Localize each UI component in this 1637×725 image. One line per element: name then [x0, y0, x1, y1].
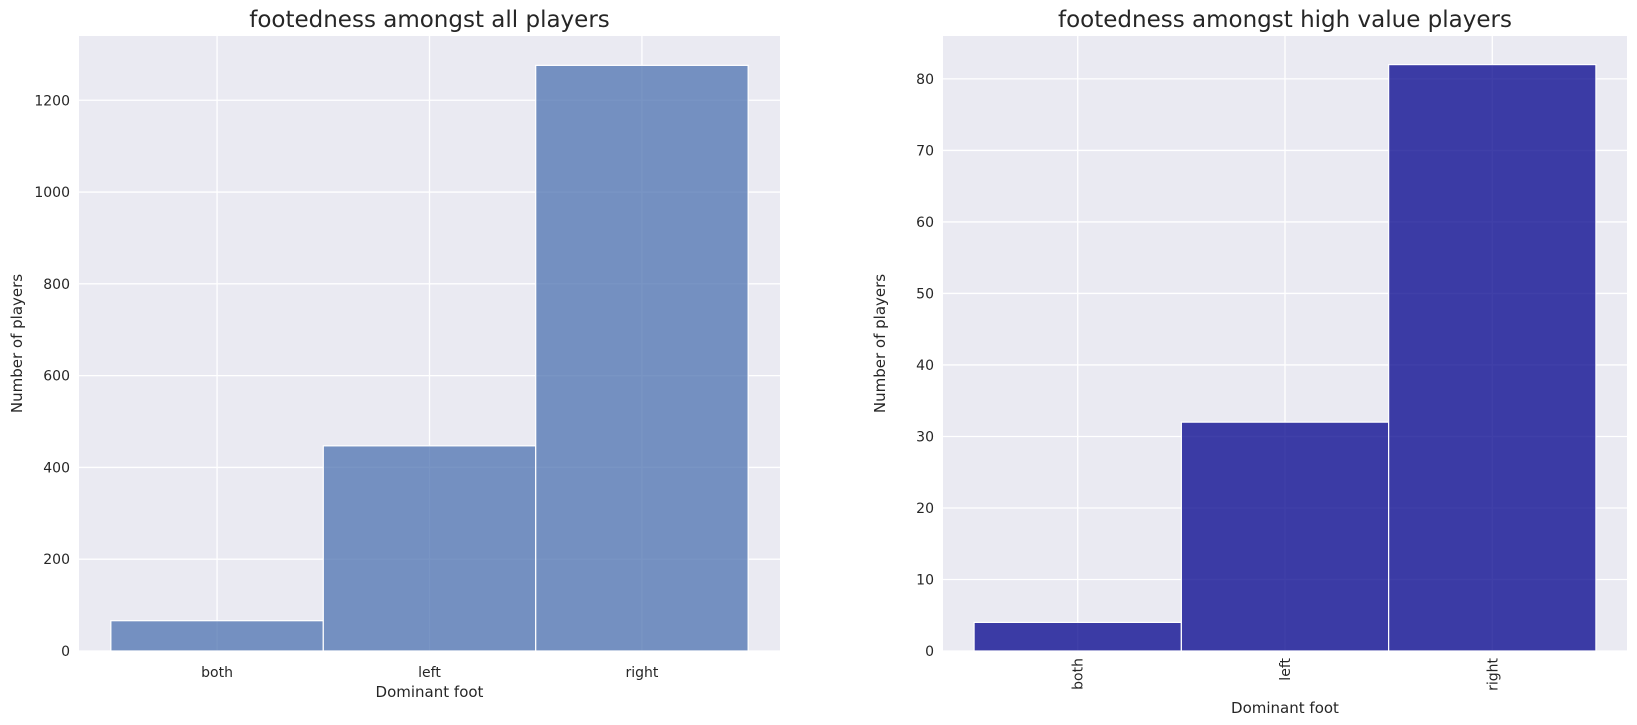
x-axis-label: Dominant foot: [1231, 699, 1339, 717]
chart-title: footedness amongst high value players: [1058, 7, 1512, 33]
y-tick-label: 20: [916, 501, 934, 517]
y-tick-label: 600: [43, 369, 70, 385]
x-tick-label-left: left: [418, 665, 441, 681]
y-tick-label: 0: [925, 644, 934, 660]
bar-both: [110, 620, 324, 652]
bar-left: [322, 445, 537, 652]
y-tick-label: 30: [916, 429, 934, 445]
y-tick-label: 70: [916, 143, 934, 159]
bar-left: [1180, 421, 1390, 652]
y-tick-label: 1200: [34, 93, 70, 109]
y-tick-label: 10: [916, 572, 934, 588]
y-axis-label: Number of players: [871, 274, 889, 413]
y-tick-label: 0: [61, 644, 70, 660]
y-axis-label: Number of players: [8, 274, 26, 413]
x-tick-label-left: left: [1278, 658, 1294, 681]
y-tick-label: 400: [43, 460, 70, 476]
y-tick-label: 800: [43, 277, 70, 293]
y-tick-label: 50: [916, 286, 934, 302]
chart-all-players: 0 200 400 600 800 1000 1200 both left right footed…: [8, 7, 780, 701]
x-tick-label-right: right: [625, 665, 658, 681]
x-tick-label-right: right: [1485, 658, 1501, 691]
y-tick-label: 40: [916, 358, 934, 374]
x-axis-label: Dominant foot: [376, 683, 484, 701]
x-tick-label-both: both: [201, 665, 233, 681]
y-tick-label: 60: [916, 215, 934, 231]
bar-right: [1388, 64, 1597, 652]
y-tick-label: 200: [43, 552, 70, 568]
bar-both: [973, 621, 1182, 652]
bar-right: [535, 64, 749, 652]
chart-high-value-players: 0 10 20 30 40 50 60 70 80 both left right footedness…: [871, 7, 1627, 717]
x-tick-label-both: both: [1071, 658, 1087, 690]
y-tick-label: 80: [916, 72, 934, 88]
chart-title: footedness amongst all players: [249, 7, 610, 33]
y-tick-label: 1000: [34, 185, 70, 201]
